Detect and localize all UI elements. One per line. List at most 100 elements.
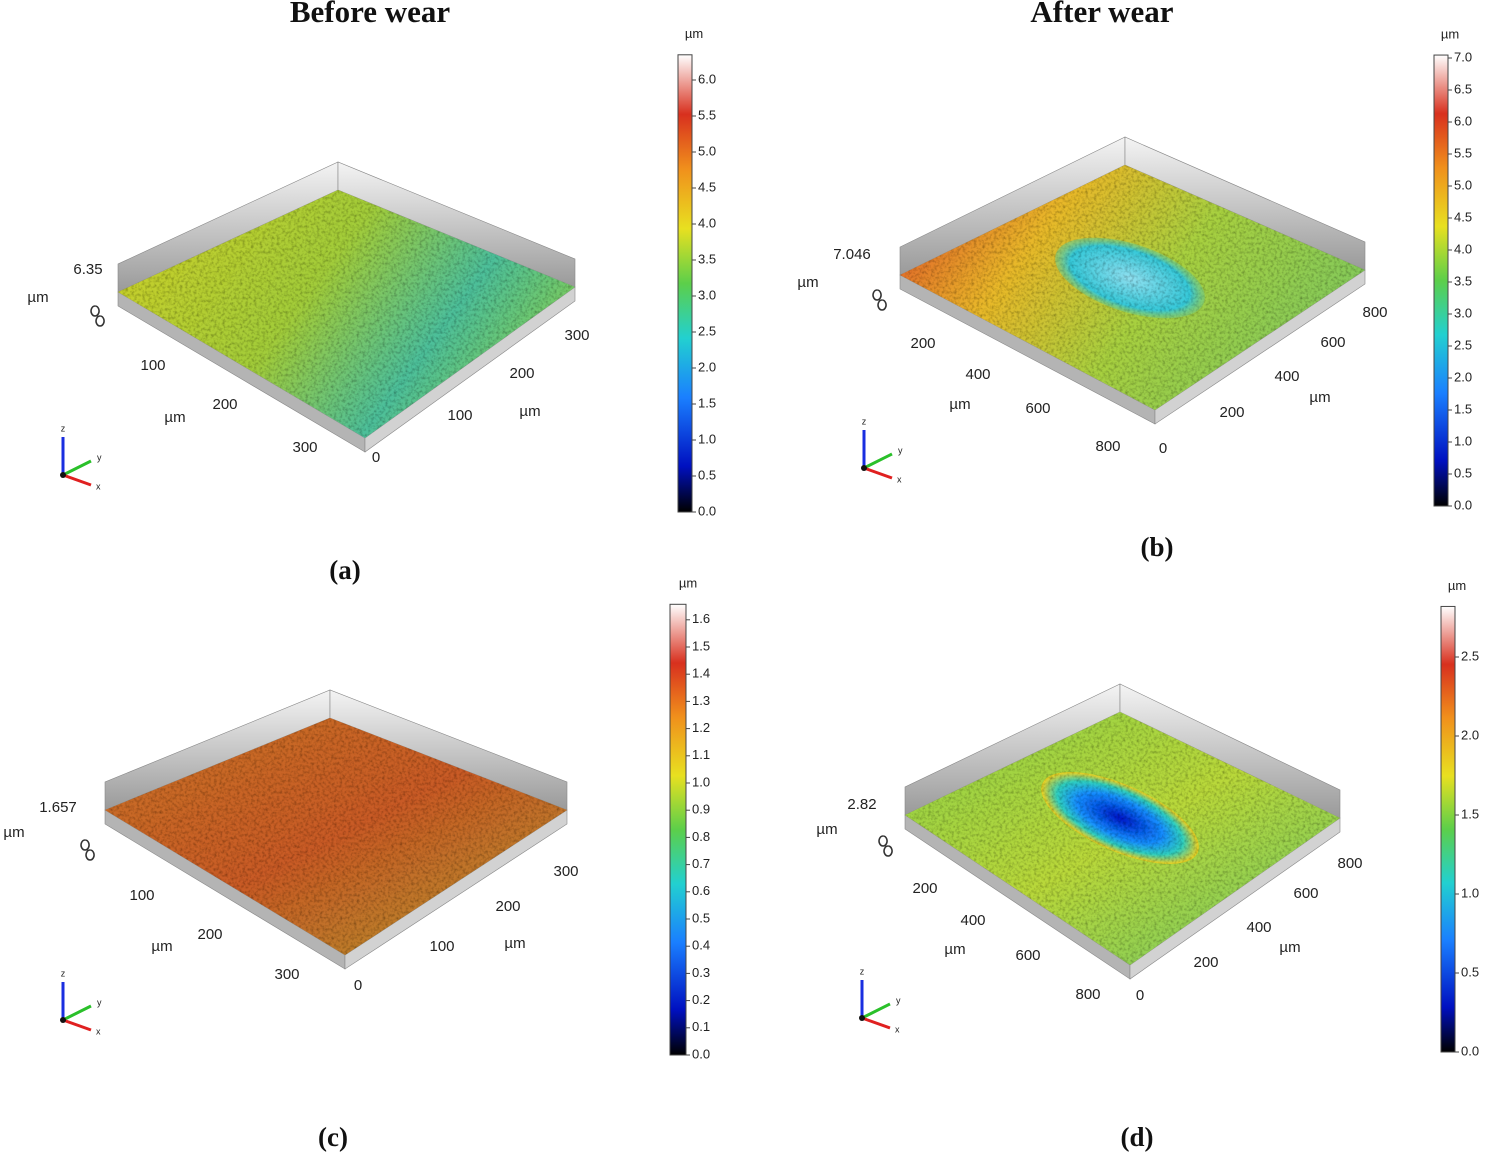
colorbar — [1440, 605, 1456, 1053]
wear-scar — [1055, 237, 1205, 319]
triad-x — [861, 1016, 891, 1030]
y-unit: µm — [504, 935, 525, 952]
colorbar-tick-label: 5.5 — [1454, 145, 1472, 160]
y-tick-label: 400 — [1274, 368, 1299, 385]
colorbar-tick-label: 1.6 — [692, 611, 710, 626]
triad-label: z — [860, 966, 865, 976]
colorbar-tick-label: 0.0 — [1461, 1043, 1479, 1058]
colorbar-unit: µm — [679, 576, 697, 591]
colorbar-tick-label: 6.0 — [698, 71, 716, 86]
colorbar-tick-label: 1.0 — [1454, 433, 1472, 448]
surface — [118, 190, 575, 438]
colorbar-tick-label: 0.0 — [1454, 497, 1472, 512]
colorbar-tick-label: 3.5 — [698, 251, 716, 266]
colorbar-tick-label: 3.0 — [1454, 305, 1472, 320]
colorbar-tick-label: 0.9 — [692, 802, 710, 817]
front-wall — [364, 286, 576, 453]
y-unit: µm — [1279, 939, 1300, 956]
triad-label: y — [896, 995, 901, 1005]
colorbar-tick-label: 1.5 — [698, 395, 716, 410]
z-max-label: 2.82 — [847, 796, 876, 813]
colorbar-tick-label: 2.5 — [698, 323, 716, 338]
colorbar-tick-label: 1.4 — [692, 666, 710, 681]
colorbar — [669, 603, 687, 1056]
z-unit: µm — [3, 824, 24, 841]
triad-label: x — [96, 481, 101, 491]
colorbar-tick-label: 1.0 — [698, 431, 716, 446]
x-tick-label: 300 — [274, 966, 299, 983]
column-title: Before wear — [290, 0, 451, 29]
triad-label: y — [898, 445, 903, 455]
back-wall — [329, 689, 568, 811]
triad-label: y — [97, 452, 102, 462]
triad-label: x — [897, 474, 902, 484]
colorbar-tick-label: 0.1 — [692, 1019, 710, 1034]
triad-x — [62, 1018, 92, 1032]
colorbar-tick-label: 1.0 — [1461, 885, 1479, 900]
y-tick-label: 600 — [1293, 885, 1318, 902]
colorbar-tick-label: 5.0 — [698, 143, 716, 158]
colorbar-tick-label: 1.0 — [692, 774, 710, 789]
colorbar-tick-label: 0.5 — [698, 467, 716, 482]
x-tick-label: 800 — [1095, 438, 1120, 455]
colorbar-tick-label: 1.2 — [692, 720, 710, 735]
colorbar-tick-label: 0.0 — [692, 1046, 710, 1061]
link-icon — [90, 305, 105, 327]
x-tick-label: 200 — [197, 926, 222, 943]
x-unit: µm — [164, 409, 185, 426]
link-icon — [80, 839, 95, 861]
panel-label: (a) — [329, 555, 360, 585]
triad-origin — [60, 1017, 66, 1023]
x-unit: µm — [949, 396, 970, 413]
x-tick-label: 400 — [960, 912, 985, 929]
y-tick-label: 800 — [1362, 304, 1387, 321]
triad-label: y — [97, 997, 102, 1007]
colorbar-tick-label: 7.0 — [1454, 49, 1472, 64]
y-tick-label: 100 — [429, 938, 454, 955]
x-tick-label: 600 — [1015, 947, 1040, 964]
y-tick-label: 300 — [553, 863, 578, 880]
y-tick-label: 200 — [495, 898, 520, 915]
colorbar-tick-label: 0.5 — [1461, 964, 1479, 979]
triad-label: z — [862, 416, 867, 426]
colorbar — [677, 54, 693, 513]
triad-y — [863, 452, 893, 470]
x-tick-label: 800 — [1075, 986, 1100, 1003]
colorbar-tick-label: 0.8 — [692, 829, 710, 844]
colorbar-tick-label: 1.5 — [692, 638, 710, 653]
z-max-label: 6.35 — [73, 261, 102, 278]
y-tick-label: 0 — [1159, 440, 1167, 457]
triad-origin — [60, 472, 66, 478]
y-tick-label: 300 — [564, 327, 589, 344]
surface — [105, 718, 567, 955]
y-tick-label: 200 — [1219, 404, 1244, 421]
colorbar-tick-label: 2.0 — [1461, 727, 1479, 742]
colorbar-tick-label: 2.5 — [1454, 337, 1472, 352]
panel-label: (b) — [1141, 532, 1174, 562]
y-tick-label: 0 — [354, 977, 362, 994]
colorbar-unit: µm — [1448, 578, 1466, 593]
triad-x — [863, 466, 893, 480]
x-unit: µm — [151, 938, 172, 955]
colorbar-tick-label: 0.5 — [692, 910, 710, 925]
triad-origin — [861, 465, 867, 471]
y-tick-label: 800 — [1337, 855, 1362, 872]
link-icon — [878, 835, 893, 857]
colorbar-tick-label: 6.0 — [1454, 113, 1472, 128]
colorbar-tick-label: 4.0 — [1454, 241, 1472, 256]
colorbar — [1433, 54, 1449, 507]
z-unit: µm — [816, 821, 837, 838]
link-icon — [872, 289, 887, 311]
y-tick-label: 400 — [1246, 919, 1271, 936]
panel-label: (d) — [1121, 1122, 1154, 1152]
colorbar-tick-label: 0.2 — [692, 992, 710, 1007]
triad-y — [861, 1002, 891, 1020]
triad-label: z — [61, 968, 66, 978]
x-tick-label: 100 — [140, 357, 165, 374]
triad-label: x — [96, 1026, 101, 1036]
triad-x — [62, 473, 92, 487]
y-tick-label: 600 — [1320, 334, 1345, 351]
colorbar-tick-label: 1.1 — [692, 747, 710, 762]
